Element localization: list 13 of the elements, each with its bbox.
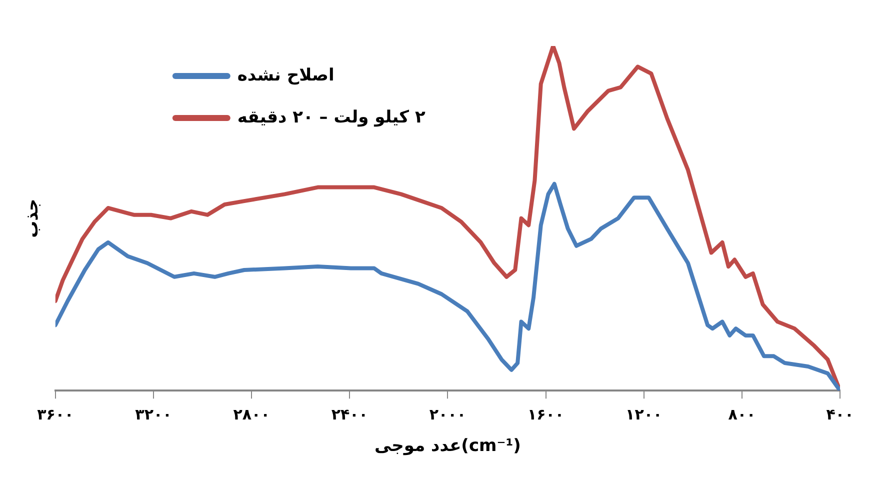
x-tick-label: ۲۴۰۰ [331,405,368,424]
x-tick-label: ۱۲۰۰ [626,405,662,424]
x-tick-label: ۳۲۰۰ [135,405,172,424]
y-axis-title: جذب [22,198,43,238]
legend-label: ۲ کیلو ولت – ۲۰ دقیقه [237,107,426,128]
x-tick-label: ۲۸۰۰ [233,405,270,424]
legend-label: اصلاح نشده [237,65,334,86]
x-tick-label: ۸۰۰ [728,405,756,424]
x-tick-label: ۱۶۰۰ [527,405,564,424]
x-axis-title: عدد موجی(cm⁻¹) [374,436,521,456]
x-tick-label: ۳۶۰۰ [37,405,74,424]
x-tick-label: ۴۰۰ [826,405,854,424]
x-tick-label: ۲۰۰۰ [429,405,466,424]
